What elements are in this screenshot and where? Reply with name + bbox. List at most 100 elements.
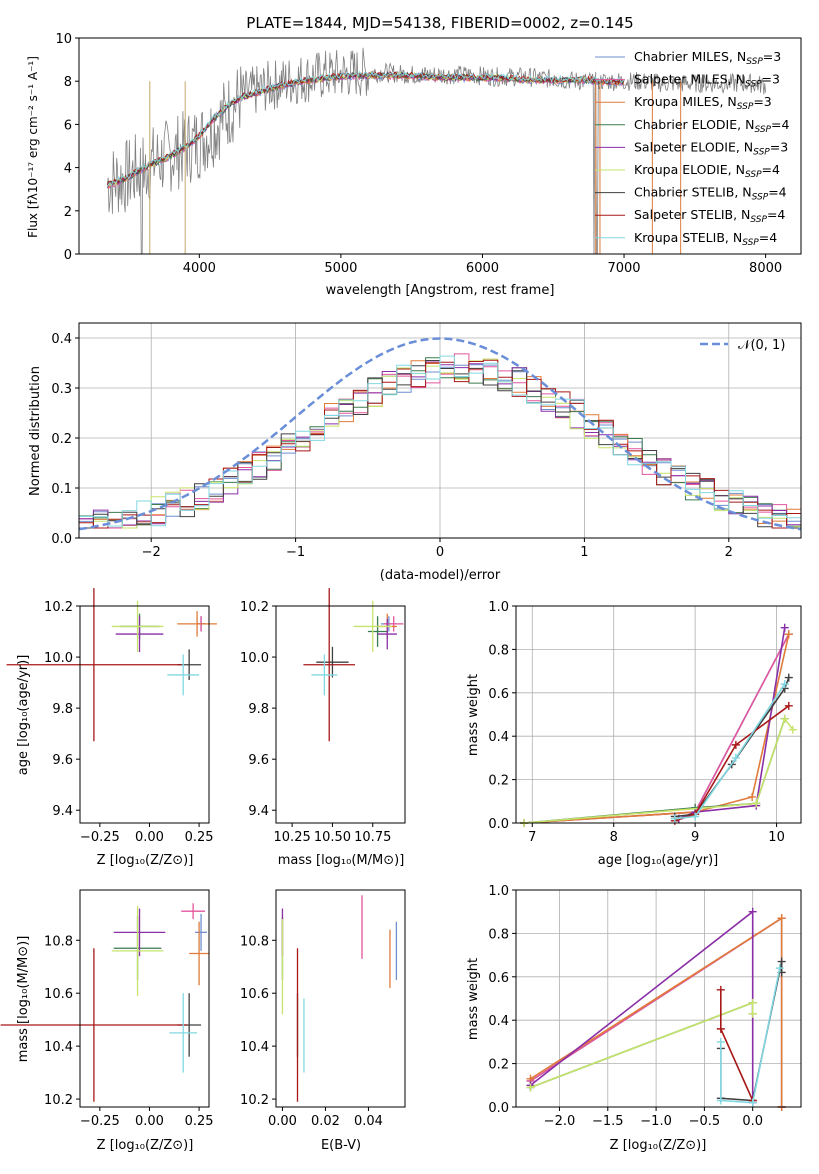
y-tick-label-4: 8 (64, 75, 72, 90)
x-tick-label-4: 8000 (749, 261, 782, 276)
legend-label-8: Kroupa STELIB, NSSP=4 (634, 230, 777, 248)
x-tick-label-2: 6000 (466, 261, 499, 276)
series-line-2 (524, 634, 790, 824)
series-marker-8-1 (691, 812, 700, 821)
spectrum-xlabel: wavelength [Angstrom, rest frame] (326, 283, 555, 298)
legend-label-3: Chabrier ELODIE, NSSP=4 (634, 117, 789, 135)
y-tick-label-1: 0.2 (488, 1058, 509, 1073)
x-tick-label-2: 0.25 (185, 830, 214, 845)
x-tick-label-0: −0.25 (80, 830, 120, 845)
residual-xlabel: (data-model)/error (380, 568, 501, 583)
series-line-6 (720, 961, 783, 1102)
y-tick-label-4: 10.2 (44, 600, 73, 615)
mass-vs-z-plot: −0.25 0.00 0.25 10.2 10.4 10.6 10.8 (0, 889, 214, 1129)
y-tick-label-2: 10.6 (44, 987, 73, 1002)
series-line-5 (530, 1001, 754, 1089)
series-marker-6-3 (777, 957, 786, 966)
massweight-vs-z-xlabel: Z [log₁₀(Z/Z⊙)] (610, 1138, 707, 1153)
y-tick-label-4: 0.4 (51, 332, 72, 347)
x-tick-label-2: 0.04 (354, 1114, 383, 1129)
y-tick-label-1: 10.4 (240, 1040, 269, 1055)
y-tick-label-4: 10.2 (240, 600, 269, 615)
series-line-7 (720, 989, 754, 1101)
y-tick-label-2: 9.8 (248, 702, 269, 717)
series-marker-5-1 (748, 998, 757, 1007)
series-marker-7-1 (716, 1024, 725, 1033)
x-tick-label-1: 8 (610, 830, 618, 845)
series-marker-5-1 (752, 799, 761, 808)
y-tick-label-2: 4 (64, 162, 72, 177)
x-tick-label-1: 0.00 (135, 1114, 164, 1129)
series-marker-5-2 (748, 1009, 757, 1018)
series-line-5 (524, 717, 794, 824)
x-tick-label-3: 10 (768, 830, 785, 845)
normal-curve (79, 337, 801, 531)
legend-label-2: Kroupa MILES, NSSP=3 (634, 94, 772, 112)
y-tick-label-1: 0.2 (488, 774, 509, 789)
x-tick-label-2: 9 (691, 830, 699, 845)
y-tick-label-4: 0.8 (488, 927, 509, 942)
y-tick-label-0: 0.0 (488, 817, 509, 832)
massweight-vs-age-xlabel: age [log₁₀(age/yr)] (598, 853, 719, 868)
y-tick-label-3: 10.8 (44, 934, 73, 949)
x-tick-label-0: 4000 (183, 261, 216, 276)
axes-frame (515, 889, 802, 1108)
series-marker-6-4 (784, 673, 793, 682)
y-tick-label-0: 10.2 (44, 1093, 73, 1108)
series-marker-8-0 (716, 1037, 725, 1046)
x-tick-label-0: −0.25 (80, 1114, 120, 1129)
age-vs-z-xlabel: Z [log₁₀(Z/Z⊙)] (97, 853, 194, 868)
series-line-8 (674, 683, 786, 820)
age-vs-z-ylabel: age [log₁₀(age/yr)] (16, 655, 31, 776)
axes-frame (78, 37, 802, 255)
y-tick-label-1: 2 (64, 205, 72, 220)
y-tick-label-1: 0.1 (51, 482, 72, 497)
y-tick-label-2: 0.4 (488, 730, 509, 745)
residual-ylabel: Normed distribution (28, 366, 43, 496)
histograms (79, 337, 801, 531)
x-tick-label-3: −0.5 (689, 1114, 721, 1129)
y-tick-label-0: 9.4 (52, 804, 73, 819)
y-tick-label-3: 0.3 (51, 382, 72, 397)
age-vs-mass-xlabel: mass [log₁₀(M/M⊙)] (278, 853, 405, 868)
axes-frame (515, 605, 802, 824)
y-tick-label-3: 10.8 (240, 934, 269, 949)
y-tick-label-0: 9.4 (248, 804, 269, 819)
legend-label-7: Salpeter STELIB, NSSP=4 (634, 207, 785, 225)
x-tick-label-4: 0.0 (742, 1114, 763, 1129)
y-tick-label-2: 0.2 (51, 432, 72, 447)
y-tick-label-5: 1.0 (488, 600, 509, 615)
x-tick-label-1: 0.00 (135, 830, 164, 845)
series-line-6 (674, 677, 790, 818)
x-tick-label-2: 10.75 (354, 830, 391, 845)
series-marker-2-1 (777, 914, 786, 923)
axes-frame (79, 605, 210, 824)
y-tick-label-4: 0.8 (488, 643, 509, 658)
axes-frame (79, 889, 210, 1108)
mass-vs-ebv-plot: 0.00 0.02 0.04 10.2 10.4 10.6 10.8 (240, 889, 406, 1129)
massweight-vs-age-ylabel: mass weight (466, 674, 481, 756)
y-tick-label-2: 9.8 (52, 702, 73, 717)
x-tick-label-0: 0.00 (268, 1114, 297, 1129)
x-tick-label-2: −1.0 (640, 1114, 672, 1129)
y-tick-label-3: 10.0 (240, 651, 269, 666)
x-tick-label-1: 5000 (324, 261, 357, 276)
x-tick-label-2: 0 (436, 545, 444, 560)
mass-vs-z-xlabel: Z [log₁₀(Z/Z⊙)] (97, 1138, 194, 1153)
massweight-vs-z-ylabel: mass weight (466, 958, 481, 1040)
y-tick-label-5: 10 (55, 32, 72, 47)
residual-plot: −2 −1 0 1 2 0.0 0.1 0.2 0.3 0.4 𝒩(0, 1) (51, 322, 802, 560)
y-tick-label-0: 0.0 (51, 532, 72, 547)
model-spectrum-8 (106, 70, 625, 187)
age-vs-mass-plot: 10.25 10.50 10.75 9.4 9.6 9.8 10.0 10.2 (240, 588, 406, 845)
x-tick-label-0: −2.0 (544, 1114, 576, 1129)
y-tick-label-1: 9.6 (52, 753, 73, 768)
legend-label-4: Salpeter ELODIE, NSSP=3 (634, 139, 788, 157)
series-line-8 (720, 967, 781, 1104)
spectrum-title: PLATE=1844, MJD=54138, FIBERID=0002, z=0… (246, 14, 633, 32)
y-tick-label-0: 0.0 (488, 1101, 509, 1116)
x-tick-label-0: 7 (528, 830, 536, 845)
series-line-1 (524, 633, 790, 824)
y-tick-label-3: 10.0 (44, 651, 73, 666)
